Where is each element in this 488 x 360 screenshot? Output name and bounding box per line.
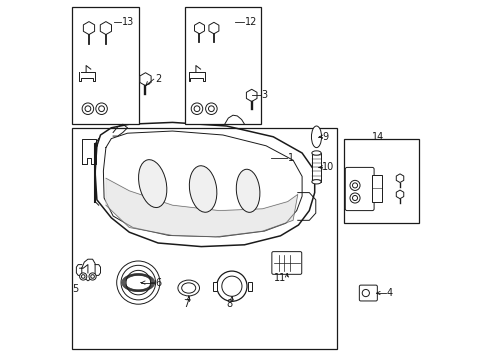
FancyBboxPatch shape — [345, 167, 373, 211]
Circle shape — [126, 270, 150, 295]
Text: 9: 9 — [322, 132, 328, 142]
Circle shape — [89, 273, 96, 280]
Text: 11: 11 — [274, 273, 286, 283]
Text: 5: 5 — [72, 284, 79, 294]
Text: 12: 12 — [244, 17, 256, 27]
Ellipse shape — [182, 283, 195, 293]
Ellipse shape — [189, 166, 216, 212]
Circle shape — [352, 183, 357, 188]
Text: 14: 14 — [371, 132, 384, 142]
Text: 13: 13 — [122, 17, 134, 27]
Bar — [311, 153, 321, 182]
Circle shape — [349, 180, 359, 190]
Text: 4: 4 — [386, 288, 392, 298]
Bar — [72, 128, 336, 349]
Circle shape — [96, 103, 107, 114]
Ellipse shape — [311, 180, 321, 184]
Circle shape — [85, 106, 91, 112]
Ellipse shape — [138, 160, 166, 207]
Circle shape — [91, 275, 94, 278]
Circle shape — [121, 265, 155, 300]
Circle shape — [208, 106, 214, 112]
Circle shape — [194, 106, 200, 112]
Text: 2: 2 — [155, 74, 161, 84]
Polygon shape — [106, 178, 297, 237]
FancyBboxPatch shape — [271, 252, 301, 274]
Circle shape — [362, 289, 368, 297]
Circle shape — [81, 275, 85, 278]
Bar — [185, 7, 260, 124]
Bar — [213, 282, 216, 291]
Circle shape — [349, 193, 359, 203]
Ellipse shape — [311, 151, 321, 155]
Bar — [371, 175, 381, 202]
Circle shape — [352, 195, 357, 201]
Circle shape — [117, 261, 160, 304]
Bar — [247, 282, 251, 291]
Bar — [72, 7, 139, 124]
Circle shape — [205, 103, 217, 114]
Ellipse shape — [236, 169, 260, 212]
Circle shape — [99, 106, 104, 112]
Text: 7: 7 — [183, 299, 189, 309]
Ellipse shape — [178, 280, 199, 296]
Text: 10: 10 — [322, 162, 334, 172]
Text: 8: 8 — [226, 299, 232, 309]
Circle shape — [80, 273, 87, 280]
Bar — [343, 139, 418, 223]
Text: 3: 3 — [261, 90, 267, 100]
Circle shape — [216, 271, 246, 301]
Ellipse shape — [311, 126, 321, 148]
Text: 1: 1 — [287, 153, 293, 163]
FancyBboxPatch shape — [359, 285, 377, 301]
Circle shape — [82, 103, 94, 114]
Circle shape — [222, 276, 242, 296]
Text: 6: 6 — [155, 278, 161, 288]
Circle shape — [191, 103, 203, 114]
